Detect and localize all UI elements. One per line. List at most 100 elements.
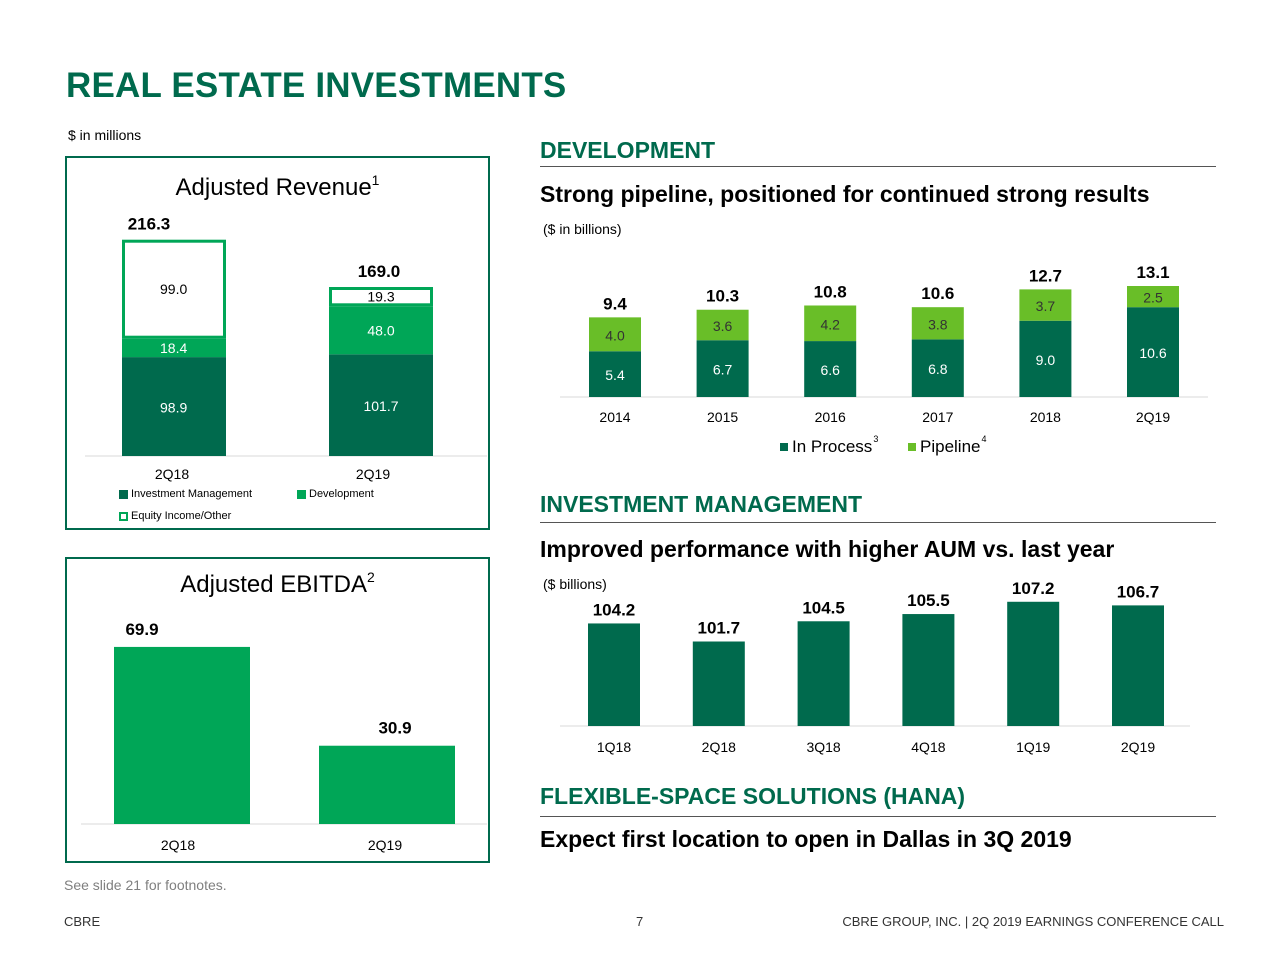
aum-value-label: 105.5 <box>907 591 950 610</box>
hana-subheading: Expect first location to open in Dallas … <box>540 826 1072 852</box>
development-value-label: 3.8 <box>928 316 948 332</box>
revenue-total-label: 216.3 <box>128 215 171 234</box>
ebitda-bar-2q18 <box>114 646 250 824</box>
aum-value-label: 104.2 <box>593 600 636 619</box>
legend-label-investment-management: Investment Management <box>131 488 253 500</box>
development-category-label: 2015 <box>707 409 738 425</box>
legend-label-pipeline: Pipeline <box>920 437 981 456</box>
legend-swatch-investment-management <box>119 489 128 499</box>
development-bar-pipeline-2q19 <box>1127 286 1179 308</box>
development-bar-in-process-2016 <box>804 341 857 397</box>
aum-category-label: 1Q18 <box>597 739 631 755</box>
development-bar-pipeline-2017 <box>911 307 964 340</box>
adjusted-revenue-title: Adjusted Revenue1 <box>67 172 488 202</box>
development-bar-in-process-2015 <box>696 340 749 397</box>
development-bar-in-process-2014 <box>589 351 641 397</box>
development-value-label: 4.0 <box>605 327 625 343</box>
development-total-label: 10.3 <box>706 287 739 306</box>
development-category-label: 2016 <box>815 409 846 425</box>
aum-value-label: 107.2 <box>1012 580 1055 598</box>
aum-bar-2q19 <box>1112 605 1164 726</box>
development-bar-pipeline-2015 <box>696 309 749 341</box>
ebitda-value-label: 69.9 <box>125 620 158 639</box>
development-value-label: 6.6 <box>820 362 840 378</box>
ebitda-bar-2q19 <box>319 745 455 824</box>
development-subheading: Strong pipeline, positioned for continue… <box>540 181 1150 207</box>
development-total-label: 13.1 <box>1136 263 1169 282</box>
development-bar-in-process-2q19 <box>1127 307 1179 397</box>
revenue-bar-equity-income-other-2q19 <box>329 287 433 307</box>
development-value-label: 6.7 <box>713 362 733 378</box>
development-total-label: 10.8 <box>814 282 847 301</box>
revenue-value-label: 98.9 <box>160 400 187 416</box>
adjusted-revenue-footnote-marker: 1 <box>371 172 380 188</box>
development-bar-in-process-2018 <box>1019 320 1072 397</box>
adjusted-ebitda-chart: 69.9 2Q18 30.9 2Q19 <box>81 620 487 853</box>
legend-development: Development <box>297 488 374 500</box>
legend-swatch-development <box>297 489 306 499</box>
aum-value-label: 101.7 <box>698 619 741 638</box>
development-category-label: 2018 <box>1030 409 1061 425</box>
aum-bar-2q18 <box>692 641 745 726</box>
footer-logo-text: CBRE <box>64 914 101 929</box>
adjusted-ebitda-title: Adjusted EBITDA2 <box>67 569 488 599</box>
development-bar-pipeline-2018 <box>1019 289 1072 321</box>
legend-label-development: Development <box>309 488 374 500</box>
revenue-category-label: 2Q18 <box>155 466 189 482</box>
adjusted-revenue-title-text: Adjusted Revenue <box>175 174 372 201</box>
aum-chart: 104.2 1Q18 101.7 2Q18 104.5 3Q18 105.5 4Q18 107.… <box>560 580 1190 755</box>
development-heading: DEVELOPMENT <box>540 137 716 163</box>
revenue-bar-development-2q19 <box>329 306 433 355</box>
development-value-label: 3.6 <box>713 318 733 334</box>
aum-category-label: 2Q18 <box>702 739 736 755</box>
investment-management-rule <box>540 522 1216 523</box>
legend-pipeline-footnote: 4 <box>981 434 987 444</box>
aum-value-label: 104.5 <box>802 598 845 617</box>
revenue-value-label: 18.4 <box>160 340 187 356</box>
aum-bar-4q18 <box>902 614 955 726</box>
development-total-label: 9.4 <box>603 294 627 313</box>
adjusted-ebitda-title-text: Adjusted EBITDA <box>180 571 367 598</box>
development-category-label: 2014 <box>599 409 630 425</box>
development-bar-pipeline-2014 <box>589 317 641 352</box>
aum-bar-1q19 <box>1007 601 1060 726</box>
development-value-label: 10.6 <box>1139 345 1166 361</box>
development-value-label: 6.8 <box>928 361 948 377</box>
aum-unit: ($ billions) <box>543 576 607 592</box>
revenue-value-label: 101.7 <box>363 398 398 414</box>
legend-swatch-in-process <box>780 443 788 451</box>
hana-rule <box>540 816 1216 817</box>
legend-equity-income: Equity Income/Other <box>119 510 231 522</box>
development-total-label: 10.6 <box>921 284 954 303</box>
investment-management-heading: INVESTMENT MANAGEMENT <box>540 491 862 517</box>
footer-title: CBRE GROUP, INC. | 2Q 2019 EARNINGS CONF… <box>842 914 1224 929</box>
ebitda-value-label: 30.9 <box>378 719 411 738</box>
aum-bar-1q18 <box>588 623 640 726</box>
revenue-value-label: 19.3 <box>367 289 394 305</box>
aum-bar-3q18 <box>797 621 850 726</box>
ebitda-category-label: 2Q18 <box>161 837 195 853</box>
development-chart: 5.4 4.0 9.4 2014 6.7 3.6 10.3 2015 6.6 4.2 10.8 201… <box>560 263 1208 425</box>
investment-management-subheading: Improved performance with higher AUM vs.… <box>540 536 1115 562</box>
revenue-bar-investment-management-2q19 <box>329 354 433 456</box>
aum-category-label: 3Q18 <box>806 739 840 755</box>
development-value-label: 2.5 <box>1143 290 1163 306</box>
development-rule <box>540 166 1216 167</box>
revenue-value-label: 48.0 <box>367 322 394 338</box>
aum-category-label: 2Q19 <box>1121 739 1155 755</box>
aum-category-label: 1Q19 <box>1016 739 1050 755</box>
ebitda-category-label: 2Q19 <box>368 837 402 853</box>
development-category-label: 2Q19 <box>1136 409 1170 425</box>
legend-label-in-process: In Process <box>792 437 873 456</box>
adjusted-ebitda-panel: Adjusted EBITDA2 69.9 2Q18 30.9 2Q19 <box>65 557 490 863</box>
legend-in-process-footnote: 3 <box>873 434 879 444</box>
revenue-bar-equity-income-other-2q18 <box>122 239 226 339</box>
revenue-bar-investment-management-2q18 <box>122 357 226 456</box>
development-value-label: 4.2 <box>820 316 840 332</box>
legend-investment-management: Investment Management <box>119 488 252 500</box>
legend-swatch-pipeline <box>908 443 916 451</box>
footnote: See slide 21 for footnotes. <box>64 877 227 893</box>
adjusted-revenue-panel: Adjusted Revenue1 98.9 18.4 99.0 216.3 2Q18 1… <box>65 156 490 530</box>
page-number: 7 <box>636 914 644 929</box>
legend-label-equity-income: Equity Income/Other <box>131 510 232 522</box>
